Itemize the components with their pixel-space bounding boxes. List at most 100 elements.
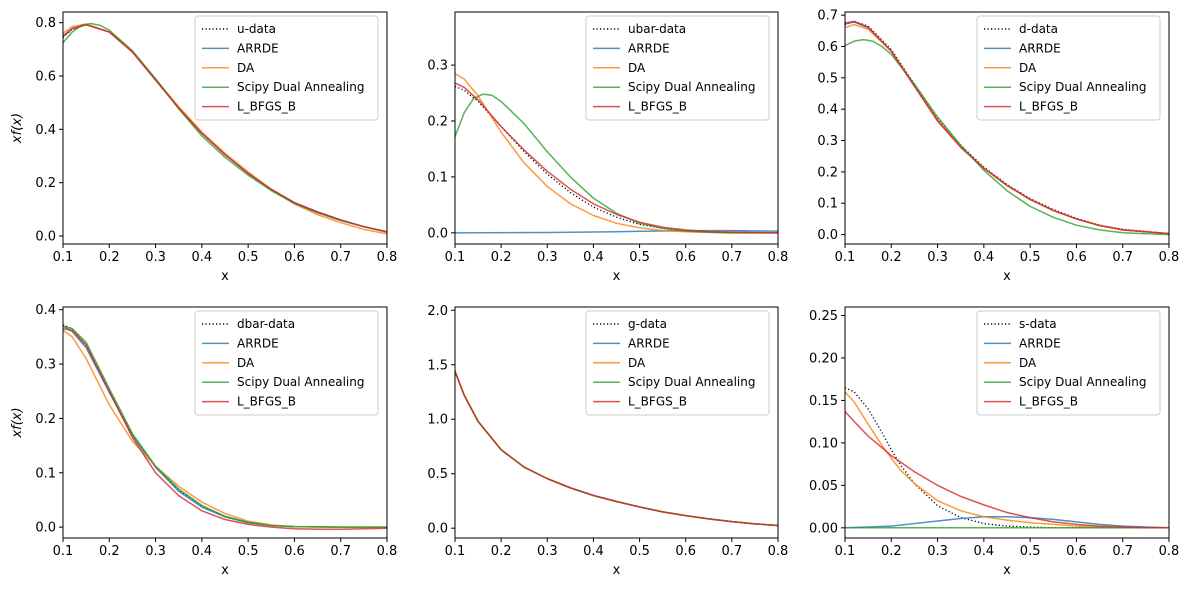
x-tick-label: 0.3 bbox=[145, 544, 166, 559]
x-tick-label: 0.1 bbox=[445, 250, 466, 265]
legend-label: ARRDE bbox=[1019, 336, 1061, 350]
legend-label: Scipy Dual Annealing bbox=[1019, 80, 1146, 94]
legend-box bbox=[194, 310, 379, 416]
series-line-l-bfgs-b bbox=[63, 327, 387, 531]
x-tick-label: 0.1 bbox=[53, 250, 74, 265]
plot-area bbox=[845, 20, 1169, 236]
y-tick-label: 1.5 bbox=[427, 358, 448, 373]
axes-frame bbox=[454, 11, 779, 245]
y-tick-label: 0.1 bbox=[35, 466, 56, 481]
subplot-4: 0.1 0.2 0.3 0.4 0.5 0.6 0.7 0.8 0.0 0.1 0.2 0.3 0.4 x… bbox=[10, 303, 397, 578]
x-axis-label: x bbox=[1003, 269, 1011, 284]
subplot-5: 0.1 0.2 0.3 0.4 0.5 0.6 0.7 0.8 0.0 0.5 1.0 1.5 2.0 x… bbox=[427, 304, 788, 578]
x-tick-label: 0.3 bbox=[927, 250, 948, 265]
legend: g-data ARRDE DA Scipy Dual Annealing L_BFGS_… bbox=[585, 310, 770, 416]
legend-label: Scipy Dual Annealing bbox=[237, 375, 364, 389]
x-tick-label: 0.7 bbox=[1112, 544, 1133, 559]
legend-label: Scipy Dual Annealing bbox=[628, 375, 755, 389]
subplot-6: 0.1 0.2 0.3 0.4 0.5 0.6 0.7 0.8 0.00 0.05 0.10 0.15… bbox=[809, 306, 1180, 578]
legend: d-data ARRDE DA Scipy Dual Annealing L_BFGS_… bbox=[976, 15, 1161, 121]
series-line-scipy-dual-annealing bbox=[455, 93, 778, 234]
x-tick-label: 0.5 bbox=[238, 544, 259, 559]
x-tick-label: 0.5 bbox=[1020, 544, 1041, 559]
x-tick-label: 0.6 bbox=[284, 250, 305, 265]
plot-area bbox=[455, 370, 778, 527]
x-tick-label: 0.4 bbox=[974, 544, 995, 559]
series-line-scipy-dual-annealing bbox=[63, 325, 387, 528]
x-tick-label: 0.2 bbox=[99, 250, 120, 265]
y-tick-label: 0.6 bbox=[35, 70, 56, 85]
x-tick-label: 0.8 bbox=[1159, 544, 1180, 559]
legend-label: s-data bbox=[1019, 317, 1057, 331]
axes-frame bbox=[62, 11, 388, 245]
x-tick-label: 0.6 bbox=[675, 250, 696, 265]
x-axis-label: x bbox=[613, 269, 621, 284]
x-axis-label: x bbox=[613, 563, 621, 578]
y-tick-label: 0.5 bbox=[427, 467, 448, 482]
x-tick-label: 0.7 bbox=[330, 250, 351, 265]
subplot-1: 0.1 0.2 0.3 0.4 0.5 0.6 0.7 0.8 0.0 0.2 0.4 0.6 0.8 x… bbox=[10, 11, 398, 284]
series-line-l-bfgs-b bbox=[845, 20, 1169, 235]
x-tick-label: 0.4 bbox=[192, 250, 213, 265]
x-tick-label: 0.8 bbox=[768, 250, 789, 265]
legend-label: Scipy Dual Annealing bbox=[237, 80, 364, 94]
y-tick-label: 0.10 bbox=[809, 436, 838, 451]
y-tick-label: 2.0 bbox=[427, 304, 448, 319]
x-tick-label: 0.7 bbox=[1112, 250, 1133, 265]
x-tick-label: 0.8 bbox=[1159, 250, 1180, 265]
x-tick-label: 0.2 bbox=[99, 544, 120, 559]
y-tick-label: 0.4 bbox=[817, 103, 838, 118]
series-line-da bbox=[845, 391, 1169, 529]
x-tick-label: 0.3 bbox=[927, 544, 948, 559]
legend-box bbox=[976, 310, 1161, 416]
legend-label: ARRDE bbox=[237, 336, 279, 350]
y-tick-label: 0.0 bbox=[817, 228, 838, 243]
legend-label: g-data bbox=[628, 317, 667, 331]
series-line-arrde bbox=[455, 229, 778, 234]
legend-box bbox=[976, 15, 1161, 121]
series-line-da bbox=[455, 72, 778, 234]
y-tick-label: 0.05 bbox=[809, 479, 838, 494]
y-tick-label: 1.0 bbox=[427, 413, 448, 428]
axes-frame bbox=[62, 306, 388, 539]
y-tick-label: 0.4 bbox=[35, 123, 56, 138]
legend: s-data ARRDE DA Scipy Dual Annealing L_BFGS_… bbox=[976, 310, 1161, 416]
x-tick-label: 0.1 bbox=[53, 544, 74, 559]
legend-label: ARRDE bbox=[628, 41, 670, 55]
axes-frame bbox=[454, 306, 779, 539]
x-tick-label: 0.7 bbox=[722, 544, 743, 559]
y-tick-label: 0.00 bbox=[809, 521, 838, 536]
x-tick-label: 0.5 bbox=[238, 250, 259, 265]
axes-frame bbox=[844, 11, 1170, 245]
y-tick-label: 0.3 bbox=[817, 134, 838, 149]
x-tick-label: 0.8 bbox=[377, 250, 398, 265]
legend-label: L_BFGS_B bbox=[237, 100, 296, 114]
x-tick-label: 0.5 bbox=[629, 250, 650, 265]
y-tick-label: 0.0 bbox=[35, 230, 56, 245]
x-tick-label: 0.2 bbox=[881, 544, 902, 559]
legend-label: dbar-data bbox=[237, 317, 295, 331]
y-tick-label: 0.2 bbox=[817, 165, 838, 180]
legend: dbar-data ARRDE DA Scipy Dual Annealing L_BF… bbox=[194, 310, 379, 416]
x-tick-label: 0.4 bbox=[974, 250, 995, 265]
x-axis-label: x bbox=[1003, 563, 1011, 578]
x-tick-label: 0.5 bbox=[1020, 250, 1041, 265]
plot-area bbox=[63, 22, 387, 235]
legend-label: L_BFGS_B bbox=[237, 395, 296, 409]
x-tick-label: 0.1 bbox=[445, 544, 466, 559]
legend-box bbox=[585, 310, 770, 416]
legend-label: ubar-data bbox=[628, 22, 686, 36]
x-tick-label: 0.4 bbox=[583, 544, 604, 559]
legend: u-data ARRDE DA Scipy Dual Annealing L_BFGS_… bbox=[194, 15, 379, 121]
x-tick-label: 0.6 bbox=[675, 544, 696, 559]
legend-label: L_BFGS_B bbox=[1019, 100, 1078, 114]
series-line-l-bfgs-b bbox=[455, 82, 778, 234]
x-tick-label: 0.2 bbox=[491, 250, 512, 265]
legend-label: d-data bbox=[1019, 22, 1058, 36]
y-tick-label: 0.3 bbox=[427, 59, 448, 74]
legend-label: DA bbox=[628, 356, 646, 370]
x-tick-label: 0.7 bbox=[722, 250, 743, 265]
x-tick-label: 0.8 bbox=[768, 544, 789, 559]
legend-label: ARRDE bbox=[1019, 41, 1061, 55]
x-tick-label: 0.1 bbox=[835, 250, 856, 265]
